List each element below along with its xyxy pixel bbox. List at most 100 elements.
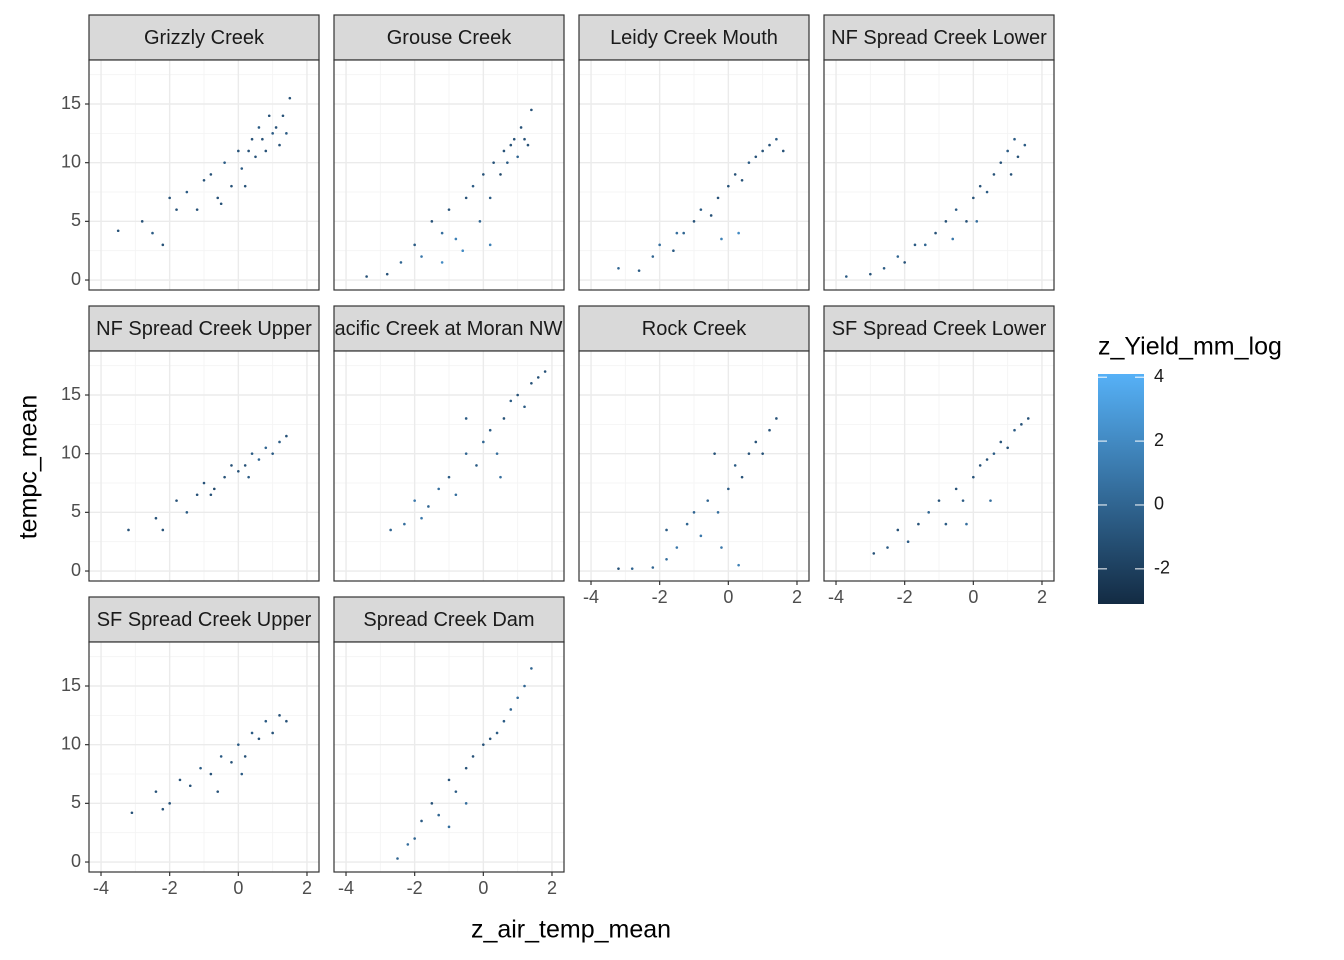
point (523, 684, 526, 688)
point (440, 231, 444, 235)
point (488, 428, 492, 432)
x-tick-label: 0 (478, 878, 488, 898)
point (761, 452, 764, 455)
point (768, 143, 771, 147)
point (747, 452, 751, 455)
facet: Grizzly Creek 0 5 10 15 (61, 14, 320, 291)
point (413, 837, 416, 840)
point (530, 108, 533, 112)
colorbar (1098, 374, 1144, 604)
point (934, 231, 937, 235)
point (209, 173, 213, 176)
point (516, 696, 519, 700)
point (285, 132, 288, 135)
strip-label: SF Spread Creek Upper (97, 609, 312, 631)
point (740, 475, 744, 479)
point (775, 417, 778, 420)
point (699, 208, 703, 211)
point (161, 807, 165, 811)
point (250, 452, 254, 455)
y-tick-label: 5 (71, 792, 81, 812)
point (665, 557, 668, 561)
point (237, 743, 240, 746)
point (264, 446, 268, 450)
point (482, 440, 485, 444)
point (250, 137, 254, 141)
point (447, 825, 451, 829)
point (740, 178, 744, 182)
x-tick-label: -4 (583, 587, 599, 607)
point (737, 231, 740, 235)
point (727, 184, 730, 188)
point (944, 522, 948, 526)
point (195, 208, 199, 211)
strip-label: SF Spread Creek Lower (832, 318, 1047, 340)
strip (578, 305, 810, 352)
point (278, 440, 281, 444)
point (999, 161, 1003, 164)
panel-border (88, 641, 320, 873)
point (130, 811, 134, 815)
point (140, 220, 144, 223)
point (243, 755, 247, 758)
panel-border (578, 59, 810, 291)
x-tick-label: -4 (828, 587, 844, 607)
colorbar-tick-label: 2 (1154, 430, 1164, 450)
point (437, 487, 441, 491)
x-tick-label: 0 (233, 878, 243, 898)
point (399, 261, 403, 264)
point (488, 243, 492, 247)
point (243, 184, 247, 188)
point (651, 255, 655, 258)
point (954, 208, 958, 211)
point (658, 243, 661, 247)
point (985, 190, 989, 194)
colorbar-tick-label: -2 (1154, 558, 1170, 578)
point (499, 173, 502, 176)
point (523, 137, 526, 141)
point (202, 178, 206, 182)
y-tick-label: 0 (71, 560, 81, 580)
point (509, 708, 513, 711)
y-tick-label: 0 (71, 269, 81, 289)
point (285, 434, 288, 438)
point (464, 196, 468, 200)
point (257, 737, 261, 741)
point (954, 487, 958, 491)
point (872, 552, 876, 555)
point (1009, 173, 1013, 176)
point (216, 196, 220, 200)
point (254, 155, 257, 159)
point (230, 760, 233, 764)
point (178, 778, 182, 782)
point (617, 567, 620, 570)
point (199, 766, 202, 770)
point (175, 208, 178, 211)
facet: NF Spread Creek Upper 0 5 10 15 (61, 305, 320, 582)
point (161, 528, 165, 532)
point (978, 184, 982, 188)
point (781, 149, 785, 153)
legend-title: z_Yield_mm_log (1098, 333, 1282, 361)
point (1006, 446, 1009, 450)
strip (333, 305, 565, 352)
strip-label: Pacific Creek at Moran NWR (321, 318, 577, 340)
x-tick-label: 0 (723, 587, 733, 607)
point (675, 546, 679, 549)
point (154, 790, 158, 793)
colorbar-tick-label: 4 (1154, 366, 1164, 386)
point (720, 546, 723, 549)
point (389, 528, 392, 532)
x-tick-label: 0 (968, 587, 978, 607)
point (989, 499, 992, 502)
point (733, 464, 737, 467)
point (154, 516, 158, 520)
point (692, 220, 696, 223)
y-tick-label: 15 (61, 384, 81, 404)
strip-label: NF Spread Creek Upper (96, 318, 312, 340)
point (464, 802, 468, 805)
panel-border (578, 350, 810, 582)
point (127, 528, 130, 532)
point (488, 196, 492, 200)
